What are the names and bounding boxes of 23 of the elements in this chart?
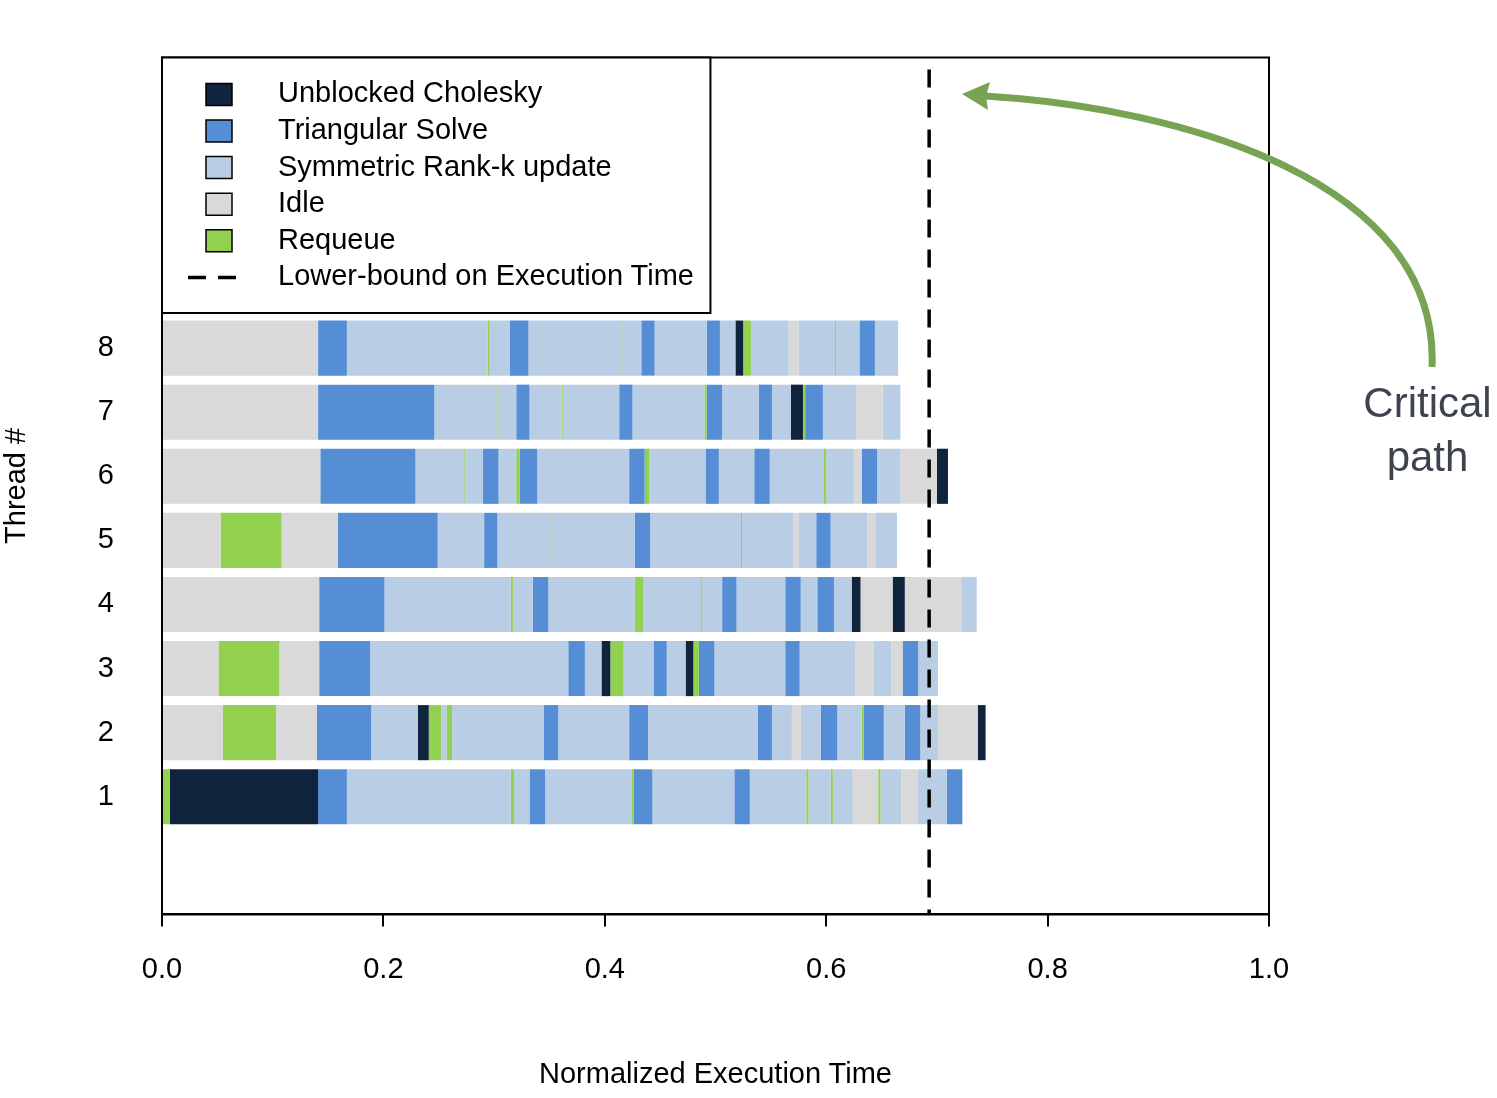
legend-label: Triangular Solve <box>278 113 489 145</box>
y-axis-title: Thread # <box>0 427 32 544</box>
y-tick-label: 2 <box>97 714 114 747</box>
ref-line-label: Lower-bound on Execution Time <box>278 259 694 292</box>
x-tick-label: 0.0 <box>141 951 183 984</box>
x-axis-title: Normalized Execution Time <box>539 1056 892 1089</box>
x-tick-label: 0.6 <box>806 951 847 984</box>
legend-label: Requeue <box>278 222 396 255</box>
legend-label: Unblocked Cholesky <box>278 76 543 109</box>
x-tick-label: 0.4 <box>584 951 625 984</box>
x-tick-label: 0.8 <box>1027 951 1068 984</box>
y-tick-label: 8 <box>97 330 114 363</box>
y-tick-label: 7 <box>97 394 114 427</box>
y-tick-label: 5 <box>97 522 114 555</box>
x-tick-label: 0.2 <box>363 951 404 984</box>
y-tick-label: 4 <box>97 586 114 619</box>
text: Critical path <box>1362 378 1493 482</box>
legend-label: Symmetric Rank-k update <box>278 149 612 182</box>
x-tick-label: 1.0 <box>1248 951 1290 984</box>
y-tick-label: 6 <box>97 458 114 491</box>
y-tick-label: 1 <box>97 778 114 811</box>
y-tick-label: 3 <box>97 650 114 683</box>
legend-label: Idle <box>278 186 325 219</box>
